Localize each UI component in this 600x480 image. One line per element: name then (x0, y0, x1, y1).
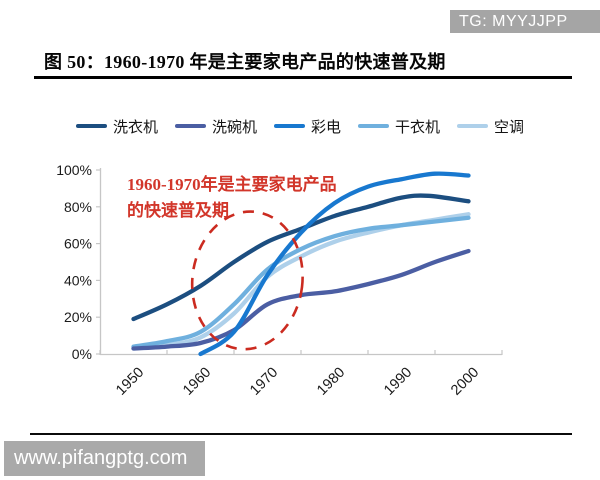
legend-item-5: 空调 (457, 116, 524, 137)
series-line-1 (131, 193, 471, 322)
y-axis-label: 100% (56, 162, 92, 178)
legend-line-icon (358, 124, 389, 128)
x-axis-label: 1950 (113, 365, 147, 399)
x-axis-label: 1980 (314, 365, 348, 399)
annotation-line-2: 的快速普及期 (127, 201, 229, 220)
legend-line-icon (273, 124, 305, 128)
legend-line-icon (457, 124, 489, 128)
legend-line-icon (174, 124, 206, 128)
series-line-3 (198, 171, 471, 357)
chart-annotation: 1960-1970年是主要家电产品 的快速普及期 (127, 172, 387, 224)
legend-label: 干衣机 (395, 119, 441, 136)
legend-line-icon (75, 124, 107, 128)
legend-label: 洗衣机 (112, 119, 158, 136)
y-axis-label: 40% (64, 272, 92, 288)
x-axis-label: 1960 (180, 365, 214, 399)
x-axis-label: 1970 (247, 365, 281, 399)
tg-badge: TG: MYYJJPP (450, 10, 600, 33)
figure-title: 图 50：1960-1970 年是主要家电产品的快速普及期 (44, 52, 446, 72)
y-axis-label: 80% (64, 199, 92, 215)
title-underline (34, 76, 572, 79)
legend-label: 彩电 (310, 119, 341, 136)
legend-item-1: 洗衣机 (75, 116, 158, 137)
y-axis-label: 0% (72, 346, 92, 362)
highlight-ellipse (190, 210, 304, 351)
chart-legend: 洗衣机 洗碗机 彩电 干衣机 空调 (0, 116, 600, 136)
legend-label: 空调 (494, 119, 525, 136)
legend-item-4: 干衣机 (358, 116, 440, 137)
annotation-line-1: 1960-1970年是主要家电产品 (127, 175, 337, 194)
legend-item-3: 彩电 (273, 116, 341, 137)
x-axis-label: 2000 (448, 365, 482, 399)
y-axis-label: 60% (64, 236, 92, 252)
footer-divider (30, 433, 572, 435)
legend-item-2: 洗碗机 (174, 116, 257, 137)
y-axis-label: 20% (64, 309, 92, 325)
series-line-4 (131, 215, 471, 349)
legend-label: 洗碗机 (211, 119, 257, 136)
watermark-badge: www.pifangptg.com (4, 441, 205, 476)
x-axis-label: 1990 (381, 365, 415, 399)
